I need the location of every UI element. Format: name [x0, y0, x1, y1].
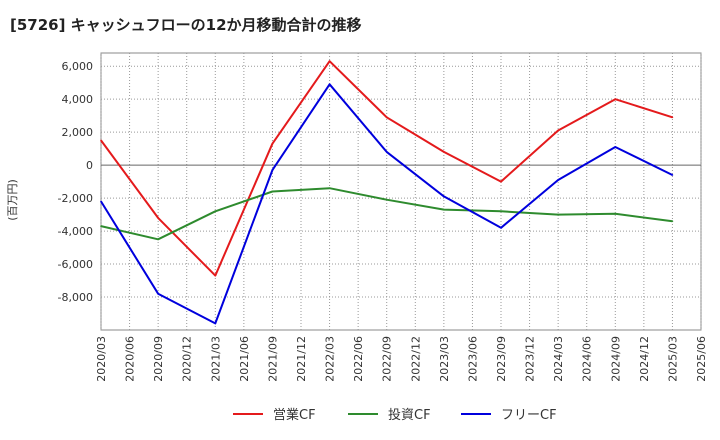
data-point [671, 220, 674, 222]
series-lines [100, 60, 674, 325]
data-point [271, 190, 274, 193]
legend: 営業CF 投資CF フリーCF [233, 407, 557, 423]
data-point [385, 151, 388, 153]
data-point [157, 238, 159, 241]
y-tick-label: 2,000 [62, 126, 94, 139]
y-axis-ticks: 6,000 4,000 2,000 0 -2,000 -4,000 -6,000 -8,000 [58, 60, 93, 304]
y-tick-label: -8,000 [58, 291, 93, 304]
data-point [557, 213, 559, 216]
data-point [500, 180, 502, 183]
x-tick-label: 2022/09 [381, 336, 394, 382]
data-point [557, 129, 559, 132]
x-tick-label: 2024/06 [581, 336, 594, 382]
data-point [500, 210, 502, 213]
x-tick-label: 2022/12 [409, 336, 422, 382]
data-point [557, 179, 559, 181]
x-tick-label: 2022/03 [324, 336, 337, 382]
data-point [214, 322, 217, 325]
data-point [328, 60, 331, 63]
data-point [443, 195, 445, 198]
data-point [100, 225, 102, 227]
data-point [385, 198, 388, 201]
y-tick-label: -2,000 [58, 192, 93, 205]
x-tick-label: 2020/12 [181, 336, 194, 382]
plot-area [100, 52, 702, 331]
data-point [100, 200, 102, 203]
x-tick-label: 2024/09 [609, 336, 622, 382]
x-tick-label: 2023/06 [466, 336, 479, 382]
y-tick-label: 4,000 [62, 93, 94, 106]
chart-title: [5726] キャッシュフローの12か月移動合計の推移 [10, 16, 362, 34]
legend-label: 投資CF [388, 407, 431, 423]
x-tick-label: 2021/09 [266, 336, 279, 382]
x-tick-label: 2021/06 [238, 336, 251, 382]
data-point [328, 187, 331, 190]
data-point [671, 174, 674, 176]
y-tick-label: -4,000 [58, 225, 93, 238]
x-tick-label: 2025/06 [695, 336, 708, 382]
data-point [271, 169, 274, 171]
x-tick-label: 2023/12 [524, 336, 537, 382]
data-point [443, 151, 445, 153]
data-point [614, 98, 617, 100]
data-point [385, 116, 388, 119]
y-axis-label: (百万円) [6, 179, 19, 221]
data-point [443, 208, 445, 211]
x-tick-label: 2020/03 [95, 336, 108, 382]
x-tick-label: 2020/06 [124, 336, 137, 382]
grid-lines [100, 53, 702, 330]
x-tick-label: 2021/12 [295, 336, 308, 382]
data-point [671, 116, 674, 119]
x-tick-label: 2020/09 [152, 336, 165, 382]
data-point [328, 83, 331, 86]
x-tick-label: 2025/03 [666, 336, 679, 382]
x-tick-label: 2022/06 [352, 336, 365, 382]
x-axis-ticks: 2020/03 2020/06 2020/09 2020/12 2021/03 2021/… [95, 336, 708, 382]
data-point [614, 146, 617, 148]
legend-label: 営業CF [273, 407, 316, 423]
data-point [500, 226, 502, 229]
y-tick-label: 0 [86, 159, 93, 172]
legend-label: フリーCF [501, 408, 557, 423]
x-tick-label: 2023/03 [438, 336, 451, 382]
data-point [214, 210, 217, 213]
data-point [214, 274, 217, 277]
x-tick-label: 2024/03 [552, 336, 565, 382]
data-point [100, 139, 102, 142]
x-tick-label: 2023/09 [495, 336, 508, 382]
data-point [614, 212, 617, 215]
data-point [157, 217, 159, 219]
data-point [271, 142, 274, 145]
x-tick-label: 2024/12 [638, 336, 651, 382]
y-tick-label: 6,000 [62, 60, 94, 73]
x-tick-label: 2021/03 [209, 336, 222, 382]
data-point [157, 292, 159, 295]
y-tick-label: -6,000 [58, 258, 93, 271]
